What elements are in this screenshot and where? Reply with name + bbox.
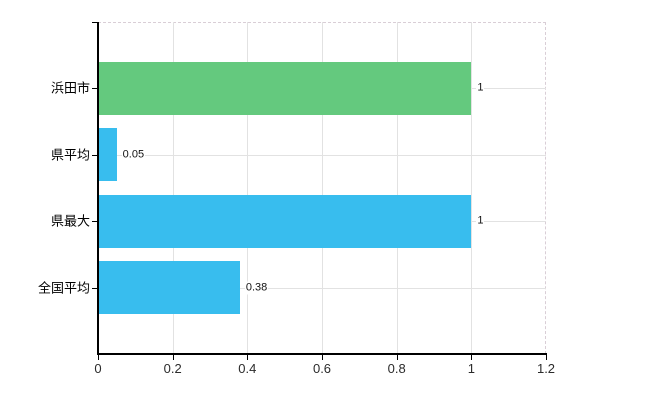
x-axis-tick: [98, 355, 99, 360]
vertical-gridline: [247, 22, 249, 354]
x-axis-tick: [471, 355, 473, 360]
x-axis-tick-label: 0: [94, 361, 102, 376]
x-axis-tick-label: 1.2: [536, 361, 556, 376]
x-axis-tick: [172, 355, 174, 360]
y-axis-tick: [92, 221, 98, 223]
x-axis-tick: [396, 355, 398, 360]
x-axis-tick-label: 0.8: [387, 361, 406, 376]
x-axis-line: [97, 353, 547, 355]
plot-right-dashed-edge: [545, 22, 546, 354]
bar-県最大: [98, 194, 472, 248]
x-axis-tick-label: 0.4: [238, 361, 257, 376]
category-label: 県最大: [50, 213, 90, 229]
x-axis-tick-label: 0.6: [312, 361, 332, 376]
y-axis-line: [97, 22, 99, 354]
category-label: 県平均: [50, 147, 90, 163]
y-axis-tick: [92, 287, 98, 289]
vertical-gridline: [172, 22, 174, 354]
category-label: 全国平均: [37, 280, 90, 296]
horizontal-gridline: [98, 154, 546, 156]
y-axis-tick: [92, 154, 98, 156]
bar-value-label: 1: [476, 81, 485, 95]
y-axis-tick: [92, 88, 98, 90]
x-axis-tick-label: 0.2: [163, 361, 182, 376]
x-axis-tick: [546, 355, 547, 360]
bar-value-label: 0.05: [121, 148, 146, 162]
bar-浜田市: [98, 61, 472, 115]
x-axis-tick-label: 1: [467, 361, 475, 376]
plot-area: 1 0.05 1 0.38: [98, 22, 546, 354]
bar-value-label: 1: [476, 214, 485, 228]
y-axis-top-tick: [92, 22, 98, 23]
bar-全国平均: [98, 261, 240, 315]
horizontal-gridline: [98, 287, 546, 289]
x-axis-tick: [247, 355, 249, 360]
bar-value-label: 0.38: [244, 281, 269, 295]
bar-県平均: [98, 128, 117, 182]
x-axis-tick: [322, 355, 323, 360]
category-label: 浜田市: [50, 80, 90, 96]
vertical-gridline: [471, 22, 473, 354]
vertical-gridline: [396, 22, 398, 354]
vertical-gridline: [322, 22, 323, 354]
